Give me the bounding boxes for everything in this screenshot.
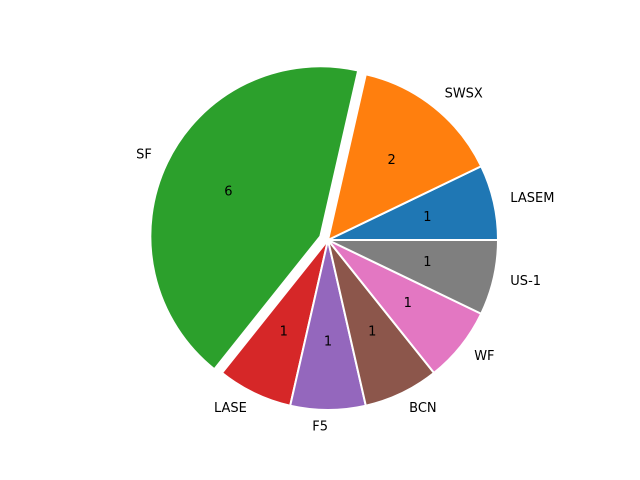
slice-label: WF	[474, 349, 494, 364]
slice-label: SF	[136, 148, 152, 163]
value-label: 1	[280, 324, 288, 339]
value-label: 6	[224, 185, 232, 200]
value-label: 1	[423, 210, 431, 225]
value-label: 1	[324, 335, 332, 350]
pie-slice	[327, 73, 483, 241]
pie-slice	[327, 239, 499, 315]
slice-label: LASEM	[510, 191, 554, 206]
slice-label: SWSX	[445, 86, 483, 101]
slice-label: US-1	[510, 274, 541, 289]
slice-label: F5	[312, 420, 328, 435]
value-label: 2	[387, 153, 395, 168]
pie-slice	[149, 65, 360, 371]
value-label: 1	[423, 255, 431, 270]
value-label: 1	[368, 324, 376, 339]
value-label: 1	[404, 296, 412, 311]
slice-label: BCN	[409, 401, 437, 416]
slice-label: LASE	[214, 401, 247, 416]
